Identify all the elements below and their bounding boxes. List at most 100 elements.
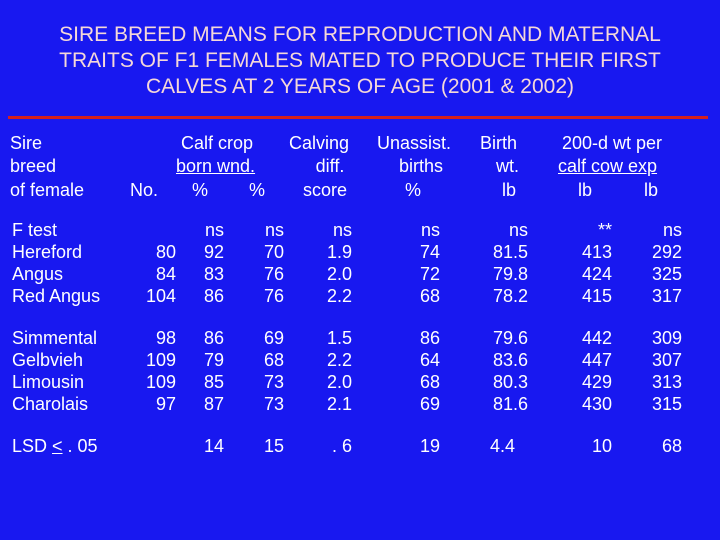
header-200d-wt: 200-d wt per [562,133,663,153]
row-calving: 2.2 [326,350,352,370]
row-breed: Angus [12,264,64,284]
row-no: 109 [145,350,176,370]
row-calf-wt: 415 [581,286,612,306]
header-pct-born: % [191,180,208,200]
header-diff: diff. [315,156,345,176]
row-unassist: 68 [419,372,440,392]
row-calving: 1.9 [326,242,352,262]
row-cow-exp: 307 [651,350,682,370]
row-calf-wt: 424 [581,264,612,284]
row-unassist: 69 [419,394,440,414]
row-birth: 78.2 [492,286,528,306]
ftest-birth: ns [508,220,528,240]
row-calving: 2.0 [326,264,352,284]
row-no: 97 [155,394,176,414]
lsd-cow-exp: 68 [661,436,682,456]
row-wnd: 76 [263,286,284,306]
row-wnd: 73 [263,394,284,414]
row-cow-exp: 317 [651,286,682,306]
ftest-wnd: ns [264,220,284,240]
row-calf-wt: 442 [581,328,612,348]
row-no: 80 [155,242,176,262]
row-born: 92 [203,242,224,262]
row-unassist: 86 [419,328,440,348]
ftest-calving: ns [332,220,352,240]
row-wnd: 73 [263,372,284,392]
row-birth: 83.6 [492,350,528,370]
lsd-wnd: 15 [263,436,284,456]
row-breed: Charolais [12,394,89,414]
lsd-calf-wt: 10 [591,436,612,456]
header-breed: breed [10,156,57,176]
row-calving: 2.1 [326,394,352,414]
header-births: births [398,156,443,176]
row-birth: 79.8 [492,264,528,284]
header-birth-lb: lb [501,180,516,200]
row-calving: 2.2 [326,286,352,306]
ftest-cow-exp: ns [662,220,682,240]
row-calf-wt: 447 [581,350,612,370]
lsd-calving: . 6 [331,436,352,456]
row-birth: 81.6 [492,394,528,414]
header-birth-wt: wt. [495,156,519,176]
lsd-birth: 4.4 [490,436,516,456]
header-pct-wnd: % [248,180,265,200]
title-line-1: SIRE BREED MEANS FOR REPRODUCTION AND MA… [59,23,661,46]
header-sire: Sire [10,133,43,153]
row-cow-exp: 292 [651,242,682,262]
row-birth: 80.3 [492,372,528,392]
row-breed: Gelbvieh [12,350,84,370]
ftest-calf-wt: ** [597,220,612,240]
header-cow-lb: lb [643,180,658,200]
row-unassist: 74 [419,242,440,262]
header-unassist-pct: % [404,180,421,200]
row-wnd: 69 [263,328,284,348]
title-divider [8,116,708,119]
row-wnd: 70 [263,242,284,262]
header-score: score [302,180,347,200]
row-calving: 1.5 [326,328,352,348]
row-born: 83 [203,264,224,284]
row-calf-wt: 430 [581,394,612,414]
lsd-prefix: LSD [12,436,53,456]
lsd-less-than: < [52,436,63,456]
row-breed: Red Angus [12,286,101,306]
ftest-label: F test [12,220,58,240]
header-calf-cow-exp: calf cow exp [558,156,658,176]
header-no: No. [130,180,159,200]
row-no: 84 [155,264,176,284]
row-birth: 81.5 [492,242,528,262]
row-no: 98 [155,328,176,348]
row-wnd: 68 [263,350,284,370]
ftest-unassist: ns [420,220,440,240]
row-wnd: 76 [263,264,284,284]
row-calf-wt: 413 [581,242,612,262]
header-calf-crop: Calf crop [181,133,254,153]
row-unassist: 72 [419,264,440,284]
row-no: 104 [145,286,176,306]
row-birth: 79.6 [492,328,528,348]
row-cow-exp: 315 [651,394,682,414]
lsd-unassist: 19 [419,436,440,456]
header-calving: Calving [289,133,350,153]
row-breed: Hereford [12,242,83,262]
header-unassist: Unassist. [377,133,452,153]
row-cow-exp: 325 [651,264,682,284]
lsd-suffix: . 05 [62,436,98,456]
row-born: 86 [203,328,224,348]
row-unassist: 64 [419,350,440,370]
header-birth: Birth [480,133,518,153]
row-born: 85 [203,372,224,392]
slide-title: SIRE BREED MEANS FOR REPRODUCTION AND MA… [0,22,720,100]
header-calf-lb: lb [577,180,592,200]
lsd-born: 14 [203,436,224,456]
row-born: 79 [203,350,224,370]
row-cow-exp: 309 [651,328,682,348]
row-calving: 2.0 [326,372,352,392]
title-line-3: CALVES AT 2 YEARS OF AGE (2001 & 2002) [146,75,574,98]
row-cow-exp: 313 [651,372,682,392]
lsd-label: LSD < . 05 [12,435,98,457]
ftest-born: ns [204,220,224,240]
row-born: 86 [203,286,224,306]
